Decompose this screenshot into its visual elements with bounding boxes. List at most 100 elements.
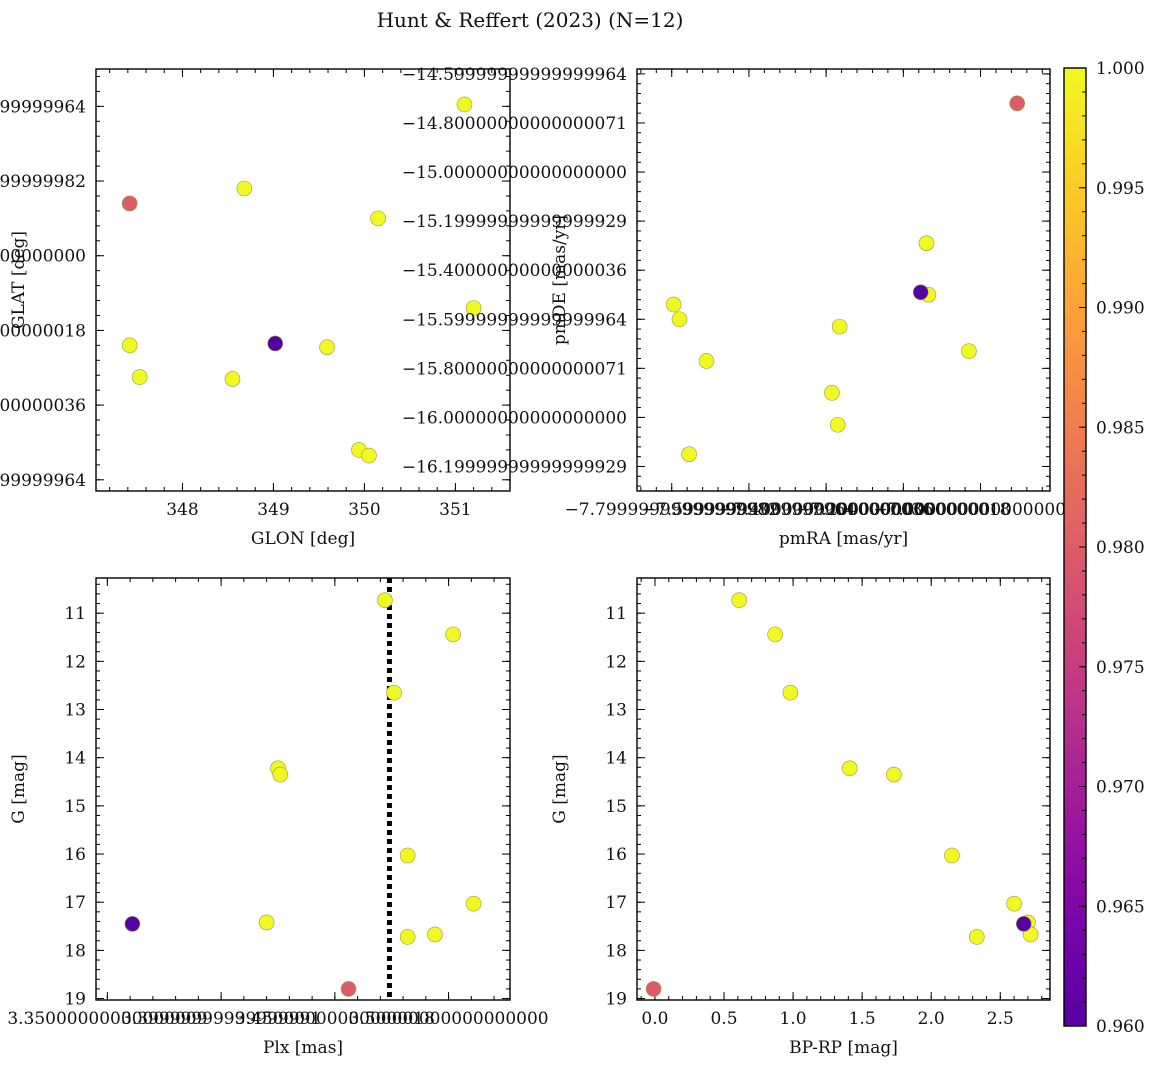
data-point <box>681 446 697 462</box>
colorbar-tick-label: 0.985 <box>1096 418 1145 438</box>
x-tick-label: −7.40000000000000036 <box>719 500 933 520</box>
x-tick-label: 3.50000000000000000 <box>349 1009 549 1029</box>
y-tick-label: 13 <box>605 701 627 721</box>
data-point <box>465 300 482 316</box>
data-point <box>361 447 377 464</box>
y-tick-label: −6.59999999999999964 <box>0 471 86 491</box>
data-point <box>386 684 402 701</box>
parallax-magnitude-panel: 3.350000000000000093.399999999999999913.… <box>7 577 549 1058</box>
x-tick-label: 1.5 <box>849 1009 876 1029</box>
y-axis-label: GLAT [deg] <box>9 231 29 329</box>
y-tick-label: −16.00000000000000000 <box>402 408 627 428</box>
x-axis-label: pmRA [mas/yr] <box>779 529 908 549</box>
data-point <box>698 353 715 369</box>
y-tick-label: 19 <box>64 990 86 1010</box>
data-point <box>841 760 858 777</box>
colorbar-tick-label: 0.995 <box>1096 179 1145 199</box>
x-axis-label: BP-RP [mag] <box>789 1038 898 1058</box>
y-tick-label: −14.59999999999999964 <box>402 65 627 85</box>
y-tick-label: 16 <box>64 845 86 865</box>
position-frame <box>95 68 511 492</box>
y-tick-label: 15 <box>605 797 627 817</box>
x-tick-label: 349 <box>257 500 289 520</box>
x-tick-label: 3.45000000000000018 <box>235 1009 435 1029</box>
y-axis-label: G [mag] <box>550 754 570 823</box>
y-tick-label: −15.40000000000000036 <box>402 261 627 281</box>
data-point <box>399 847 416 864</box>
data-point <box>767 626 783 643</box>
y-axis-label: pmDE [mas/yr] <box>550 215 570 345</box>
data-point <box>886 766 902 783</box>
figure-title: Hunt & Reffert (2023) (N=12) <box>377 8 684 32</box>
data-point <box>665 296 682 313</box>
y-tick-label: 14 <box>605 749 627 769</box>
data-point <box>918 235 935 251</box>
data-point <box>121 337 138 354</box>
colorbar-tick-label: 0.965 <box>1096 897 1145 917</box>
x-tick-label: 3.35000000000000009 <box>7 1009 207 1029</box>
data-point <box>829 416 846 433</box>
y-tick-label: 17 <box>64 893 86 913</box>
data-point <box>1009 95 1025 112</box>
x-tick-label: 1.0 <box>780 1009 807 1029</box>
data-point <box>258 914 275 931</box>
colorbar-tick-label: 0.975 <box>1096 658 1145 678</box>
data-point <box>645 981 662 997</box>
x-tick-label: −7.79999999999999982 <box>565 500 779 520</box>
x-axis-label: GLON [deg] <box>251 529 355 549</box>
y-tick-label: −14.80000000000000071 <box>402 114 627 134</box>
x-axis-label: Plx [mas] <box>263 1038 343 1058</box>
data-point <box>377 592 393 608</box>
y-tick-label: −15.80000000000000071 <box>402 359 627 379</box>
colorbar: 1.000 0.995 0.990 0.985 0.980 0.975 0.970 0.965… <box>1063 59 1145 1037</box>
x-tick-label: 350 <box>348 500 380 520</box>
x-tick-label: −7.20000000000000018 <box>796 500 1010 520</box>
y-tick-label: −15.00000000000000000 <box>402 163 627 183</box>
colorbar-tick-label: 1.000 <box>1096 59 1145 79</box>
proper-motion-panel: −7.79999999999999982−7.59999999999999964… <box>402 65 1088 549</box>
y-tick-label: 16 <box>605 845 627 865</box>
data-point <box>399 929 416 945</box>
data-point <box>267 335 284 352</box>
data-point <box>236 180 253 197</box>
data-point <box>968 929 985 945</box>
y-tick-label: 15 <box>64 797 86 817</box>
colorbar-tick-label: 0.960 <box>1096 1017 1145 1037</box>
y-tick-label: −6.40000000000000036 <box>0 396 86 416</box>
data-point <box>1015 916 1032 932</box>
y-tick-label: 17 <box>605 893 627 913</box>
x-tick-label: 351 <box>439 500 471 520</box>
data-point <box>224 371 241 387</box>
data-point <box>1006 895 1022 912</box>
data-point <box>731 592 748 608</box>
data-point <box>319 339 335 356</box>
colorbar-tick-label: 0.980 <box>1096 538 1145 558</box>
x-tick-label: −7.00000000000000000 <box>873 500 1087 520</box>
data-point <box>370 210 386 227</box>
y-tick-label: −16.19999999999999929 <box>402 457 627 477</box>
data-point <box>465 895 482 912</box>
y-tick-label: 14 <box>64 749 86 769</box>
data-point <box>272 766 289 783</box>
data-point <box>961 343 977 359</box>
y-tick-label: −15.59999999999999964 <box>402 310 627 330</box>
y-tick-label: 19 <box>605 990 627 1010</box>
y-tick-label: −15.19999999999999929 <box>402 212 627 232</box>
data-point <box>671 311 688 328</box>
y-tick-label: 11 <box>64 604 86 624</box>
x-tick-label: 3.39999999999999991 <box>121 1009 321 1029</box>
y-tick-label: 12 <box>64 652 86 672</box>
colorbar-tick-label: 0.970 <box>1096 778 1145 798</box>
data-point <box>427 926 443 943</box>
y-tick-label: 11 <box>605 604 627 624</box>
y-tick-label: −5.59999999999999964 <box>0 97 86 117</box>
data-point <box>131 369 148 385</box>
x-tick-label: −7.59999999999999964 <box>642 500 856 520</box>
data-point <box>831 318 848 335</box>
data-point <box>456 96 473 113</box>
data-point <box>124 916 141 932</box>
x-tick-label: 348 <box>166 500 198 520</box>
y-tick-label: 13 <box>64 701 86 721</box>
data-point <box>121 195 138 212</box>
